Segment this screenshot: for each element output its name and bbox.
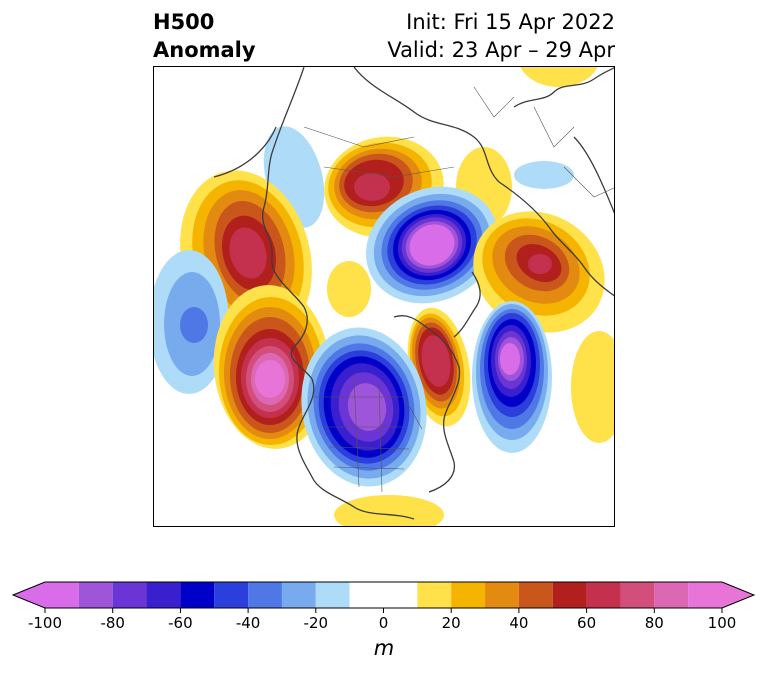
init-date: Init: Fri 15 Apr 2022 bbox=[406, 10, 615, 34]
anomaly-lobe-arctic bbox=[327, 261, 371, 317]
colorbar-tick-label: 20 bbox=[441, 614, 461, 632]
country-borders bbox=[303, 86, 614, 493]
anomaly-field bbox=[154, 67, 614, 526]
anomaly-center-north-america bbox=[301, 327, 427, 487]
valid-range: Valid: 23 Apr – 29 Apr bbox=[387, 38, 615, 62]
colorbar-segment bbox=[620, 582, 655, 608]
anomaly-lobe-south bbox=[334, 495, 444, 526]
colorbar-tick-label: 100 bbox=[707, 614, 737, 632]
anomaly-center-arctic bbox=[365, 186, 499, 304]
title-type: Anomaly bbox=[153, 38, 256, 62]
colorbar-segment bbox=[248, 582, 282, 608]
colorbar-segment bbox=[214, 582, 249, 608]
colorbar-segment bbox=[586, 582, 621, 608]
colorbar-tick-label: -20 bbox=[303, 614, 329, 632]
colorbar-tick-label: 60 bbox=[577, 614, 597, 632]
anomaly-map bbox=[153, 66, 615, 527]
colorbar-tick-label: 80 bbox=[644, 614, 664, 632]
colorbar-extend-high bbox=[722, 582, 754, 608]
colorbar-segment bbox=[451, 582, 486, 608]
title-variable: H500 bbox=[153, 10, 215, 34]
colorbar-tick-label: 40 bbox=[509, 614, 529, 632]
map-canvas bbox=[154, 67, 614, 526]
colorbar-segment bbox=[45, 582, 79, 608]
anomaly-center-north-atlantic bbox=[472, 301, 552, 453]
colorbar-segment bbox=[417, 582, 452, 608]
colorbar-segment bbox=[654, 582, 689, 608]
colorbar-segment bbox=[281, 582, 316, 608]
colorbar-segment bbox=[315, 582, 350, 608]
coastlines bbox=[213, 67, 614, 520]
colorbar-segment bbox=[78, 582, 113, 608]
colorbar-segment bbox=[180, 582, 215, 608]
colorbar-tick-label: -100 bbox=[27, 614, 63, 632]
colorbar-segment bbox=[146, 582, 181, 608]
colorbar-tick-label: -80 bbox=[100, 614, 125, 632]
colorbar-unit: m bbox=[373, 636, 395, 660]
colorbar-segment bbox=[349, 582, 418, 608]
anomaly-lobe-east-atlantic bbox=[571, 331, 614, 443]
anomaly-center-north-pacific bbox=[154, 250, 229, 394]
colorbar-segment bbox=[688, 582, 722, 608]
colorbar-tick-label: -40 bbox=[235, 614, 261, 632]
colorbar-segment bbox=[518, 582, 553, 608]
colorbar-segment bbox=[112, 582, 147, 608]
colorbar bbox=[11, 581, 756, 613]
map-title: H500 Anomaly bbox=[153, 8, 256, 64]
colorbar-tick-label: 0 bbox=[378, 614, 389, 632]
colorbar-extend-low bbox=[13, 582, 45, 608]
colorbar-segment bbox=[552, 582, 587, 608]
colorbar-segment bbox=[485, 582, 519, 608]
anomaly-center-scandinavia bbox=[514, 161, 574, 189]
anomaly-center-western-europe bbox=[520, 67, 598, 87]
anomaly-center-gulf-of-alaska bbox=[213, 285, 331, 449]
map-dates: Init: Fri 15 Apr 2022 Valid: 23 Apr – 29… bbox=[387, 8, 615, 64]
colorbar-tick-label: -60 bbox=[168, 614, 193, 632]
